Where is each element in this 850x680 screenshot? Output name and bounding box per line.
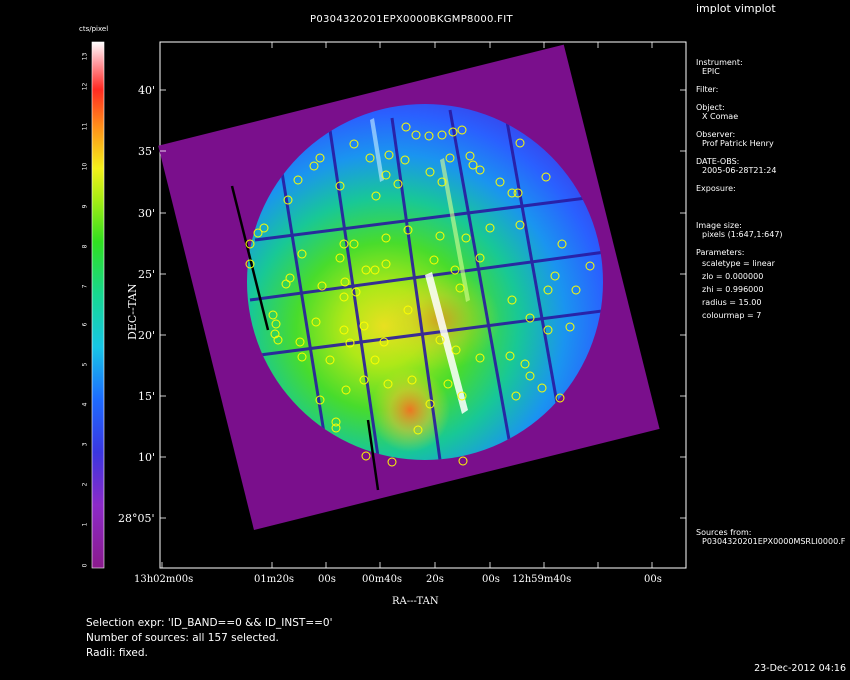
colorbar-tick: 3 xyxy=(81,442,89,447)
info-panel: Instrument: EPIC Filter: Object: X Comae… xyxy=(696,58,783,331)
colorbar-tick: 7 xyxy=(81,284,89,289)
colorbar-unit-label: cts/pixel xyxy=(79,25,109,33)
source-markers xyxy=(245,122,595,467)
image-size-value: pixels (1:647,1:647) xyxy=(702,230,783,239)
selection-expression: Selection expr: 'ID_BAND==0 && ID_INST==… xyxy=(86,617,333,629)
parameter-zlo: zlo = 0.000000 xyxy=(702,272,764,281)
observer-label: Observer: xyxy=(696,130,736,139)
x-tick-label: 00m40s xyxy=(362,574,403,585)
colorbar-tick: 10 xyxy=(81,162,89,171)
y-tick-label: 28°05' xyxy=(118,512,155,525)
render-timestamp: 23-Dec-2012 04:16 xyxy=(754,663,846,674)
colorbar-tick: 4 xyxy=(81,402,89,407)
image-size-label: Image size: xyxy=(696,221,742,230)
colorbar-tick: 12 xyxy=(81,82,89,91)
x-tick-label: 13h02m00s xyxy=(134,574,194,585)
x-tick-label: 00s xyxy=(644,574,662,585)
axis-ticks xyxy=(160,42,686,568)
date-obs-label: DATE-OBS: xyxy=(696,157,740,166)
exposure-label: Exposure: xyxy=(696,184,736,193)
instrument-label: Instrument: xyxy=(696,58,743,67)
radii-mode: Radii: fixed. xyxy=(86,647,148,659)
y-tick-label: 20' xyxy=(138,329,156,342)
colorbar-tick: 5 xyxy=(81,362,89,367)
y-tick-label: 25' xyxy=(138,268,156,281)
app-title: implot vimplot xyxy=(696,2,776,15)
sources-label: Sources from: xyxy=(696,528,752,537)
x-axis-label: RA---TAN xyxy=(392,596,439,607)
y-tick-label: 30' xyxy=(138,207,156,220)
colorbar-tick: 11 xyxy=(81,122,89,131)
y-tick-label: 15' xyxy=(138,390,156,403)
image-title: P0304320201EPX0000BKGMP8000.FIT xyxy=(310,14,513,25)
colorbar-tick: 2 xyxy=(81,482,89,487)
parameter-zhi: zhi = 0.996000 xyxy=(702,285,764,294)
filter-label: Filter: xyxy=(696,85,719,94)
x-tick-label: 00s xyxy=(482,574,500,585)
object-value: X Comae xyxy=(702,112,739,121)
parameter-radius: radius = 15.00 xyxy=(702,298,762,307)
colorbar-tick: 6 xyxy=(81,322,89,327)
colorbar-tick: 13 xyxy=(81,52,89,61)
parameters-label: Parameters: xyxy=(696,248,745,257)
x-tick-label: 00s xyxy=(318,574,336,585)
colorbar-tick: 1 xyxy=(81,522,89,527)
y-tick-label: 40' xyxy=(138,84,156,97)
source-count: Number of sources: all 157 selected. xyxy=(86,632,279,644)
date-obs-value: 2005-06-28T21:24 xyxy=(702,166,777,175)
colorbar-tick: 9 xyxy=(81,204,89,209)
y-axis-label: DEC--TAN xyxy=(126,283,139,340)
y-tick-label: 10' xyxy=(138,451,156,464)
object-label: Object: xyxy=(696,103,725,112)
parameter-colourmap: colourmap = 7 xyxy=(702,311,762,320)
x-tick-label: 20s xyxy=(426,574,444,585)
colorbar xyxy=(92,42,104,568)
colorbar-tick: 8 xyxy=(81,244,89,249)
y-tick-label: 35' xyxy=(138,145,156,158)
sources-block: Sources from: P0304320201EPX0000MSRLI000… xyxy=(696,528,845,546)
instrument-value: EPIC xyxy=(702,67,720,76)
observer-value: Prof Patrick Henry xyxy=(702,139,774,148)
x-tick-label: 12h59m40s xyxy=(512,574,572,585)
sources-value: P0304320201EPX0000MSRLI0000.F xyxy=(702,537,846,546)
parameter-scaletype: scaletype = linear xyxy=(702,259,775,268)
colorbar-tick: 0 xyxy=(81,563,89,568)
x-tick-label: 01m20s xyxy=(254,574,295,585)
selection-footer: Selection expr: 'ID_BAND==0 && ID_INST==… xyxy=(86,616,332,661)
